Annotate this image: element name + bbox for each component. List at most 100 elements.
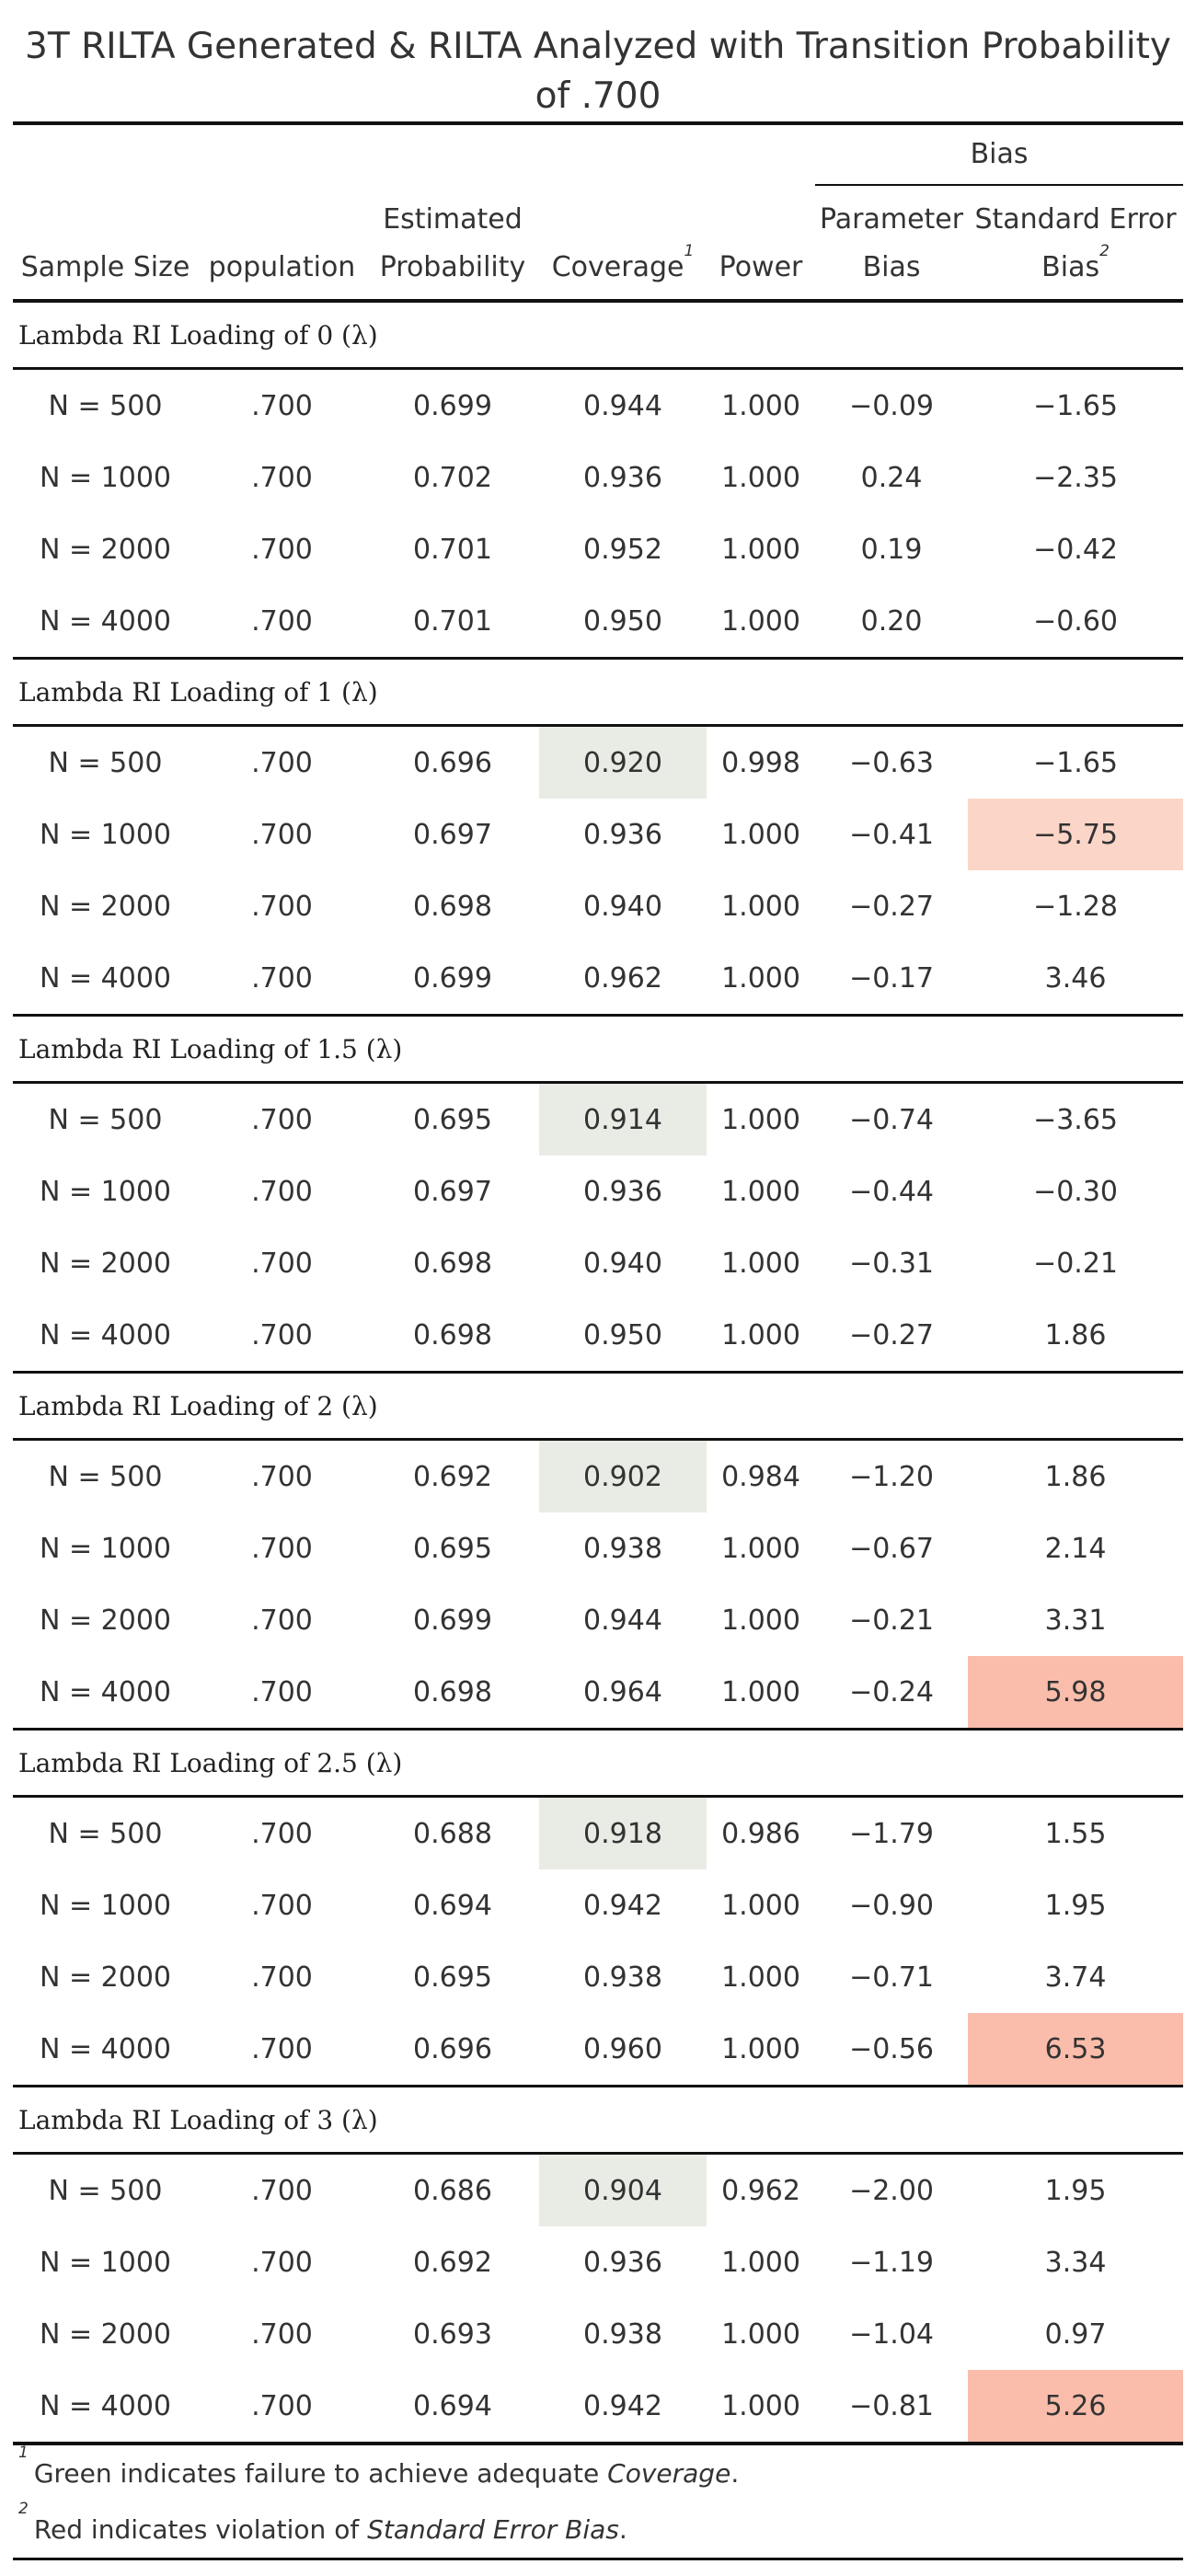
- cell-population: .700: [251, 1675, 313, 1708]
- cell-standard-error-bias: −5.75: [968, 799, 1184, 870]
- cell-estimated-probability: 0.698: [413, 1247, 492, 1280]
- cell-sample-size: N = 1000: [40, 1889, 171, 1922]
- col-header-estimated-line2: Probability: [379, 251, 526, 283]
- cell-sample-size: N = 4000: [40, 961, 171, 995]
- cell-sample-size: N = 2000: [40, 1961, 171, 1994]
- footnote-2-end: .: [618, 2514, 627, 2545]
- cell-estimated-probability: 0.699: [413, 389, 492, 422]
- cell-population: .700: [251, 1247, 313, 1280]
- cell-coverage: 0.938: [583, 2317, 662, 2351]
- col-header-coverage-label: Coverage: [551, 251, 684, 283]
- cell-estimated-probability: 0.695: [413, 1961, 492, 1994]
- cell-population: .700: [251, 389, 313, 422]
- cell-parameter-bias: −0.67: [849, 1532, 935, 1565]
- cell-population: .700: [251, 746, 313, 779]
- table-row: N = 2000 .700 0.693 0.938 1.000 −1.04 0.97: [13, 2298, 1183, 2370]
- cell-standard-error-bias: 1.95: [1044, 1889, 1107, 1922]
- cell-coverage: 0.940: [583, 890, 662, 923]
- cell-power: 0.998: [721, 746, 800, 779]
- footnotes: 1Green indicates failure to achieve adeq…: [13, 2442, 1183, 2560]
- cell-parameter-bias: −1.19: [849, 2246, 935, 2279]
- cell-power: 1.000: [721, 1961, 800, 1994]
- group-header-row: Lambda RI Loading of 3 (λ): [13, 2085, 1184, 2155]
- cell-coverage: 0.936: [583, 1175, 662, 1208]
- cell-population: .700: [251, 1460, 313, 1493]
- cell-population: .700: [251, 461, 313, 494]
- bias-spanner-header: Bias: [815, 123, 1184, 186]
- cell-standard-error-bias: 5.26: [968, 2370, 1184, 2442]
- cell-coverage: 0.936: [583, 2246, 662, 2279]
- col-header-power: Power: [707, 185, 816, 303]
- cell-standard-error-bias: 1.86: [1044, 1318, 1107, 1351]
- cell-sample-size: N = 2000: [40, 2317, 171, 2351]
- cell-estimated-probability: 0.702: [413, 461, 492, 494]
- cell-standard-error-bias: −0.21: [1033, 1247, 1119, 1280]
- col-header-parameter-bias: Parameter Bias: [815, 185, 969, 303]
- group-label: Lambda RI Loading of 3 (λ): [13, 2085, 1184, 2155]
- cell-estimated-probability: 0.692: [413, 1460, 492, 1493]
- col-header-seb-line2-text: Bias: [1041, 251, 1100, 283]
- cell-parameter-bias: −0.27: [849, 1318, 935, 1351]
- cell-power: 1.000: [721, 604, 800, 638]
- cell-coverage: 0.904: [539, 2153, 707, 2226]
- cell-parameter-bias: −0.71: [849, 1961, 935, 1994]
- cell-estimated-probability: 0.696: [413, 2032, 492, 2065]
- table-row: N = 500 .700 0.695 0.914 1.000 −0.74 −3.65: [13, 1082, 1183, 1156]
- cell-parameter-bias: −0.27: [849, 890, 935, 923]
- table-row: N = 500 .700 0.699 0.944 1.000 −0.09 −1.65: [13, 369, 1183, 443]
- col-header-seb-line1: Standard Error: [974, 203, 1177, 236]
- cell-parameter-bias: −1.04: [849, 2317, 935, 2351]
- cell-population: .700: [251, 1103, 313, 1136]
- table-row: N = 2000 .700 0.699 0.944 1.000 −0.21 3.31: [13, 1584, 1183, 1656]
- cell-standard-error-bias: −0.42: [1033, 533, 1119, 566]
- cell-population: .700: [251, 1889, 313, 1922]
- col-header-parameter-line1: Parameter: [820, 203, 964, 236]
- cell-sample-size: N = 500: [48, 746, 163, 779]
- cell-power: 1.000: [721, 1247, 800, 1280]
- cell-standard-error-bias: 3.34: [1044, 2246, 1107, 2279]
- group-header-row: Lambda RI Loading of 1.5 (λ): [13, 1014, 1184, 1084]
- cell-population: .700: [251, 2032, 313, 2065]
- cell-power: 1.000: [721, 389, 800, 422]
- table-row: N = 4000 .700 0.698 0.964 1.000 −0.24 5.98: [13, 1656, 1184, 1730]
- cell-power: 0.962: [721, 2174, 800, 2207]
- cell-parameter-bias: −0.90: [849, 1889, 935, 1922]
- cell-estimated-probability: 0.698: [413, 1675, 492, 1708]
- cell-coverage: 0.914: [539, 1082, 707, 1156]
- cell-estimated-probability: 0.692: [413, 2246, 492, 2279]
- cell-standard-error-bias: −1.65: [1033, 746, 1119, 779]
- cell-coverage: 0.944: [583, 1604, 662, 1637]
- col-header-seb-line2: Bias2: [969, 244, 1182, 292]
- cell-standard-error-bias: −0.60: [1033, 604, 1119, 638]
- cell-power: 0.986: [721, 1817, 800, 1850]
- footnote-1-text: Green indicates failure to achieve adequ…: [33, 2458, 608, 2489]
- cell-sample-size: N = 4000: [40, 2032, 171, 2065]
- cell-estimated-probability: 0.699: [413, 961, 492, 995]
- table-row: N = 500 .700 0.696 0.920 0.998 −0.63 −1.65: [13, 725, 1183, 799]
- header-row-spanner: Bias: [13, 123, 1184, 186]
- cell-estimated-probability: 0.695: [413, 1103, 492, 1136]
- cell-sample-size: N = 4000: [40, 2389, 171, 2422]
- table-row: N = 1000 .700 0.694 0.942 1.000 −0.90 1.95: [13, 1869, 1183, 1941]
- cell-parameter-bias: −1.20: [849, 1460, 935, 1493]
- table-row: N = 1000 .700 0.697 0.936 1.000 −0.44 −0.30: [13, 1156, 1183, 1227]
- group-label: Lambda RI Loading of 1 (λ): [13, 657, 1184, 727]
- cell-sample-size: N = 4000: [40, 604, 171, 638]
- group-label: Lambda RI Loading of 2.5 (λ): [13, 1728, 1184, 1798]
- cell-coverage: 0.936: [583, 818, 662, 851]
- table-row: N = 500 .700 0.688 0.918 0.986 −1.79 1.55: [13, 1796, 1183, 1869]
- col-header-estimated-line1: Estimated: [383, 203, 523, 236]
- cell-sample-size: N = 1000: [40, 1175, 171, 1208]
- cell-power: 1.000: [721, 1318, 800, 1351]
- cell-estimated-probability: 0.686: [413, 2174, 492, 2207]
- cell-parameter-bias: −2.00: [849, 2174, 935, 2207]
- cell-power: 1.000: [721, 1103, 800, 1136]
- cell-standard-error-bias: −1.28: [1033, 890, 1119, 923]
- cell-standard-error-bias: −0.30: [1033, 1175, 1119, 1208]
- cell-sample-size: N = 1000: [40, 461, 171, 494]
- cell-coverage: 0.950: [583, 1318, 662, 1351]
- cell-coverage: 0.918: [539, 1796, 707, 1869]
- cell-estimated-probability: 0.695: [413, 1532, 492, 1565]
- cell-coverage: 0.938: [583, 1961, 662, 1994]
- group-header-row: Lambda RI Loading of 2 (λ): [13, 1371, 1184, 1441]
